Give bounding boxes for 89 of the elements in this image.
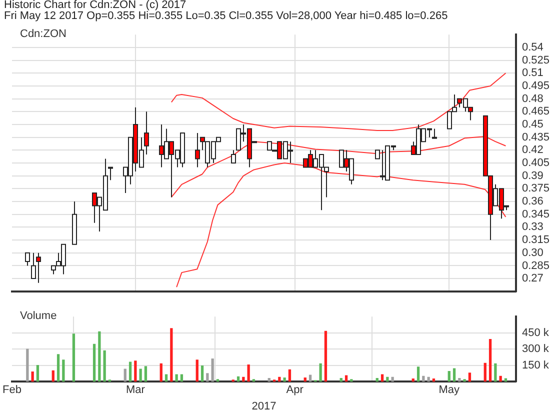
y-tick-label: 0.465 bbox=[522, 106, 550, 118]
bar bbox=[504, 378, 508, 382]
chart-title: Volume bbox=[20, 310, 57, 322]
bar bbox=[164, 374, 168, 382]
bar bbox=[252, 379, 256, 382]
bar bbox=[196, 360, 198, 382]
bar bbox=[206, 373, 209, 382]
bar bbox=[124, 368, 126, 382]
bar bbox=[31, 372, 34, 382]
bar bbox=[463, 379, 466, 382]
y-tick-label: 0.42 bbox=[522, 144, 544, 156]
bar bbox=[340, 378, 342, 382]
chart-subtitle: Fri May 12 2017 Op=0.355 Hi=0.355 Lo=0.35 Cl=0.355 Vol=28,000 Year hi=0.485 lo=0.265 bbox=[4, 10, 449, 22]
bar bbox=[26, 348, 29, 382]
bar bbox=[304, 377, 306, 382]
bar bbox=[468, 372, 472, 382]
bar bbox=[283, 377, 286, 382]
y-tick-label: 0.54 bbox=[522, 41, 544, 54]
bar bbox=[432, 378, 436, 382]
bar bbox=[324, 330, 328, 382]
bar bbox=[216, 379, 220, 382]
bar bbox=[288, 369, 292, 382]
bar bbox=[376, 378, 378, 382]
bar bbox=[494, 363, 497, 382]
y-tick-label: 0.30 bbox=[522, 246, 544, 259]
bar bbox=[36, 365, 40, 382]
y-tick-label: 0.525 bbox=[522, 54, 550, 66]
bar bbox=[175, 374, 178, 382]
y-tick-label: 300 k bbox=[522, 343, 550, 356]
bar bbox=[144, 366, 148, 382]
bar bbox=[319, 363, 322, 382]
bar bbox=[72, 334, 76, 382]
bar bbox=[488, 339, 492, 382]
bar bbox=[242, 376, 245, 382]
y-tick-label: 0.285 bbox=[522, 260, 550, 272]
y-tick-label: 0.39 bbox=[522, 170, 544, 182]
y-tick-label: 0.315 bbox=[522, 234, 550, 246]
bar bbox=[386, 376, 389, 382]
y-tick-label: 0.45 bbox=[522, 118, 544, 131]
bar bbox=[499, 376, 502, 382]
bar bbox=[380, 374, 384, 382]
x-tick-label: Mar bbox=[126, 384, 146, 396]
bar bbox=[458, 378, 461, 382]
chart-title: Historic Chart for Cdn:ZON - (c) 2017 bbox=[4, 0, 188, 11]
bar bbox=[200, 366, 204, 382]
bar bbox=[134, 360, 137, 382]
bar bbox=[247, 364, 250, 382]
y-tick-label: 150 k bbox=[522, 359, 550, 372]
bar bbox=[128, 362, 132, 382]
y-tick-label: 0.48 bbox=[522, 92, 544, 105]
bar bbox=[170, 328, 173, 382]
x-tick-label: May bbox=[438, 384, 460, 396]
y-tick-label: 0.375 bbox=[522, 182, 550, 195]
y-tick-label: 0.435 bbox=[522, 131, 550, 144]
bar bbox=[416, 366, 420, 382]
y-tick-label: 450 k bbox=[522, 326, 550, 339]
bar bbox=[139, 368, 142, 382]
bar bbox=[448, 370, 450, 382]
annotation: Cdn:ZON bbox=[20, 28, 66, 40]
bar bbox=[278, 376, 281, 382]
bar bbox=[427, 376, 430, 382]
y-tick-label: 0.405 bbox=[522, 157, 550, 170]
y-tick-label: 0.345 bbox=[522, 208, 550, 220]
bar bbox=[92, 344, 96, 382]
x-axis-title: 2017 bbox=[252, 400, 276, 412]
bar bbox=[180, 374, 184, 382]
bar bbox=[344, 375, 348, 382]
bar bbox=[52, 370, 54, 382]
bar bbox=[350, 379, 353, 382]
bar bbox=[412, 378, 414, 382]
bar bbox=[160, 363, 162, 382]
bar bbox=[62, 360, 65, 382]
bar bbox=[452, 368, 456, 382]
y-tick-label: 0.36 bbox=[522, 196, 544, 208]
bar bbox=[211, 358, 214, 382]
y-tick-label: 0.51 bbox=[522, 67, 544, 80]
bar bbox=[98, 331, 101, 382]
bar bbox=[236, 376, 240, 382]
bar bbox=[484, 362, 486, 382]
bar bbox=[103, 350, 106, 382]
bar bbox=[268, 378, 270, 382]
y-tick-label: 0.27 bbox=[522, 272, 544, 285]
bar bbox=[56, 354, 60, 382]
bar bbox=[391, 376, 394, 382]
x-tick-label: Apr bbox=[286, 384, 304, 396]
y-tick-label: 0.495 bbox=[522, 80, 550, 92]
bar bbox=[422, 376, 425, 382]
y-tick-label: 0.33 bbox=[522, 221, 544, 234]
x-tick-label: Feb bbox=[2, 384, 22, 396]
